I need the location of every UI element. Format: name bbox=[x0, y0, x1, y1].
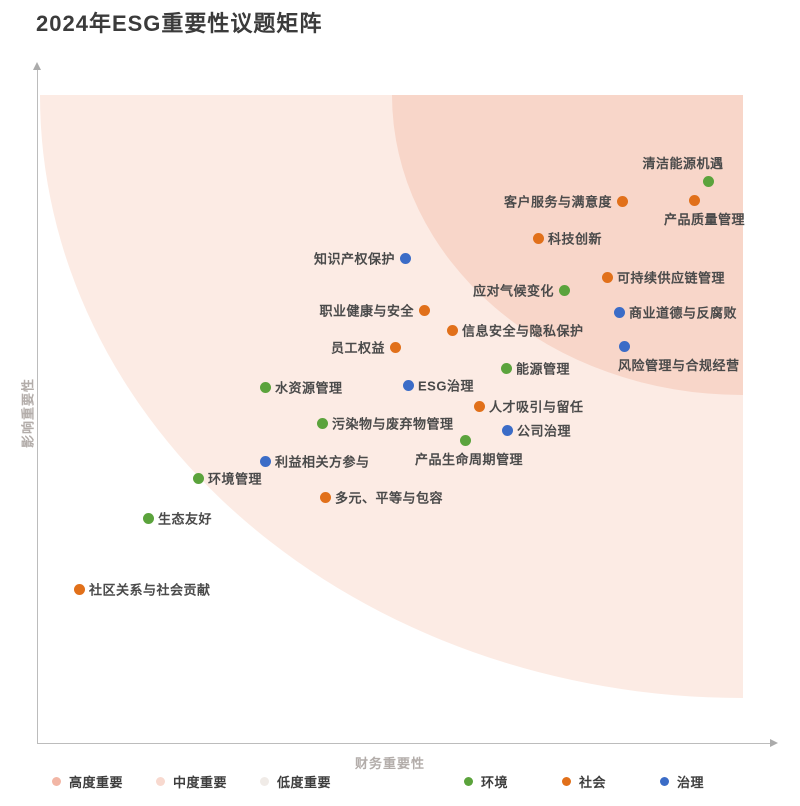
point-label: 商业道德与反腐败 bbox=[629, 305, 738, 321]
point-label: 生态友好 bbox=[158, 511, 213, 527]
point-dot-治理[interactable] bbox=[618, 340, 630, 352]
chart-title: 2024年ESG重要性议题矩阵 bbox=[36, 11, 323, 36]
point-label: 产品生命周期管理 bbox=[415, 452, 524, 467]
legend-item-category[interactable]: 社会 bbox=[561, 772, 606, 791]
point-dot-社会[interactable] bbox=[616, 195, 628, 207]
point-label: 应对气候变化 bbox=[472, 283, 554, 299]
point-label: 产品质量管理 bbox=[664, 212, 746, 227]
point-label: 客户服务与满意度 bbox=[503, 194, 612, 210]
legend-item-zone[interactable]: 高度重要 bbox=[52, 772, 123, 791]
point-label: 信息安全与隐私保护 bbox=[462, 323, 584, 339]
legend-item-category[interactable]: 治理 bbox=[659, 772, 704, 791]
point-dot-治理[interactable] bbox=[399, 252, 411, 264]
point-label: 职业健康与安全 bbox=[319, 303, 414, 319]
point-label: 人才吸引与留任 bbox=[489, 399, 584, 415]
point-label: 污染物与废弃物管理 bbox=[332, 416, 454, 432]
point-dot-社会[interactable] bbox=[688, 194, 700, 206]
point-dot-社会[interactable] bbox=[446, 324, 458, 336]
legend-item-zone[interactable]: 中度重要 bbox=[156, 772, 227, 791]
point-label: 风险管理与合规经营 bbox=[618, 358, 740, 373]
point-dot-环境[interactable] bbox=[142, 512, 154, 524]
legend-dot-icon bbox=[463, 777, 473, 786]
point-label: 水资源管理 bbox=[275, 380, 343, 396]
point-label: 环境管理 bbox=[208, 471, 263, 487]
legend-dot-icon bbox=[260, 777, 270, 786]
x-axis-label: 财务重要性 bbox=[354, 756, 425, 771]
legend-zones-group: 高度重要 中度重要 低度重要 bbox=[52, 772, 331, 791]
importance-zones bbox=[37, 95, 743, 725]
point-dot-治理[interactable] bbox=[613, 306, 625, 318]
legend-label: 治理 bbox=[676, 775, 704, 790]
y-axis-line bbox=[37, 70, 38, 743]
y-axis-arrow-icon bbox=[33, 62, 41, 70]
point-dot-治理[interactable] bbox=[259, 455, 271, 467]
legend-categories-group: 环境 社会 治理 bbox=[463, 772, 752, 791]
x-axis-line bbox=[37, 743, 771, 744]
point-dot-治理[interactable] bbox=[501, 424, 513, 436]
point-dot-环境[interactable] bbox=[192, 472, 204, 484]
point-dot-环境[interactable] bbox=[500, 362, 512, 374]
legend-dot-icon bbox=[659, 777, 669, 786]
point-dot-环境[interactable] bbox=[558, 284, 570, 296]
point-dot-环境[interactable] bbox=[459, 434, 471, 446]
point-label: 能源管理 bbox=[516, 361, 571, 377]
point-dot-环境[interactable] bbox=[316, 417, 328, 429]
point-dot-社会[interactable] bbox=[601, 271, 613, 283]
point-label: 多元、平等与包容 bbox=[335, 490, 444, 506]
point-dot-治理[interactable] bbox=[402, 379, 414, 391]
point-dot-社会[interactable] bbox=[418, 304, 430, 316]
point-label: 员工权益 bbox=[330, 340, 385, 356]
legend-dot-icon bbox=[561, 777, 571, 786]
point-dot-社会[interactable] bbox=[532, 232, 544, 244]
point-label: 科技创新 bbox=[548, 231, 603, 247]
legend-label: 高度重要 bbox=[69, 775, 124, 790]
x-axis-arrow-icon bbox=[770, 739, 778, 747]
point-label: 清洁能源机遇 bbox=[642, 156, 724, 171]
legend: 高度重要 中度重要 低度重要 环境 社会 治理 bbox=[52, 772, 752, 791]
legend-dot-icon bbox=[52, 777, 61, 786]
point-label: 公司治理 bbox=[517, 423, 572, 439]
point-label: 可持续供应链管理 bbox=[617, 270, 726, 286]
point-label: 社区关系与社会贡献 bbox=[89, 582, 211, 598]
point-dot-环境[interactable] bbox=[702, 175, 714, 187]
point-label: ESG治理 bbox=[418, 378, 474, 394]
point-dot-环境[interactable] bbox=[259, 381, 271, 393]
legend-dot-icon bbox=[156, 777, 166, 786]
legend-item-category[interactable]: 环境 bbox=[463, 772, 508, 791]
point-dot-社会[interactable] bbox=[473, 400, 485, 412]
point-dot-社会[interactable] bbox=[319, 491, 331, 503]
point-dot-社会[interactable] bbox=[73, 583, 85, 595]
legend-label: 社会 bbox=[578, 775, 606, 790]
legend-label: 低度重要 bbox=[277, 775, 332, 790]
legend-item-zone[interactable]: 低度重要 bbox=[260, 772, 331, 791]
point-label: 知识产权保护 bbox=[313, 251, 395, 267]
point-label: 利益相关方参与 bbox=[275, 454, 370, 470]
legend-label: 中度重要 bbox=[173, 775, 228, 790]
legend-label: 环境 bbox=[480, 775, 508, 790]
point-dot-社会[interactable] bbox=[389, 341, 401, 353]
